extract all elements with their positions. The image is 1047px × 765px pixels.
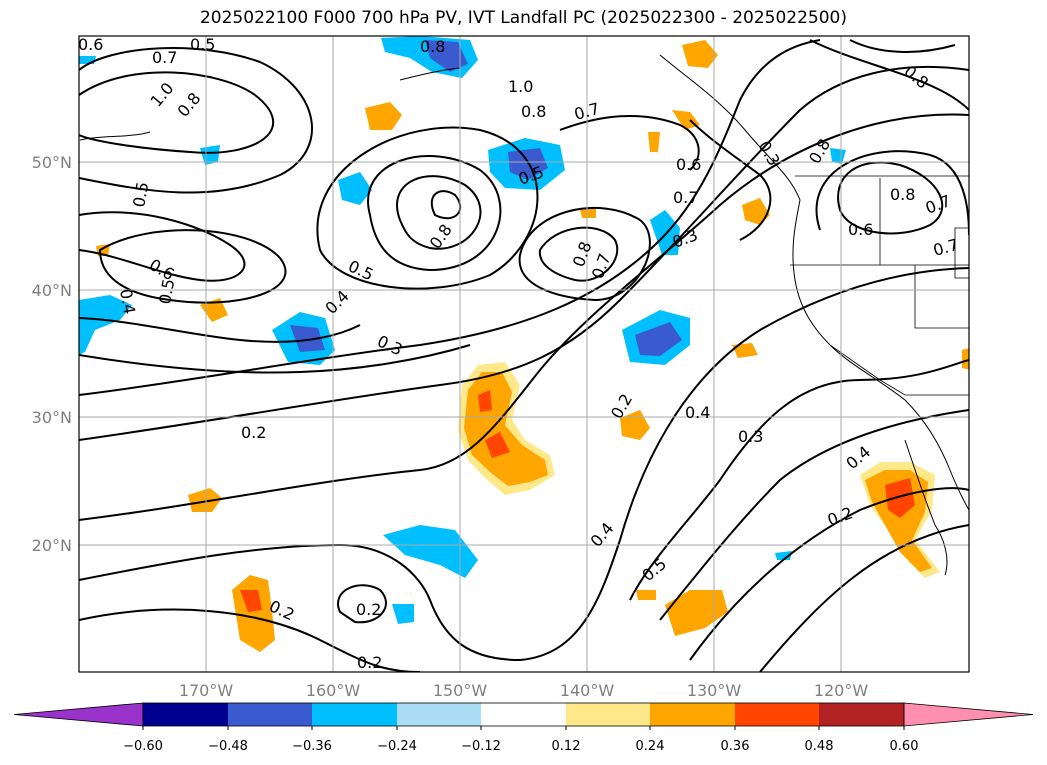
- colorbar-segment: [735, 703, 819, 726]
- lon-label-150w: 150°W: [433, 681, 488, 700]
- colorbar-tick-label: −0.12: [461, 739, 501, 754]
- lon-label-160w: 160°W: [306, 681, 361, 700]
- contour-label: 0.6: [676, 155, 701, 174]
- colorbar-tick-label: −0.36: [292, 739, 332, 754]
- contour-label: 0.5: [129, 180, 152, 208]
- contour-label: 0.2: [357, 653, 382, 672]
- longitude-labels: 170°W 160°W 150°W 140°W 130°W 120°W: [179, 681, 869, 700]
- colorbar-tick-label: −0.24: [377, 739, 417, 754]
- lon-label-120w: 120°W: [814, 681, 869, 700]
- contour-label: 0.6: [848, 220, 873, 239]
- map-panel: 0.6 0.5 0.7 0.8 1.0 0.8 0.8 1.0 0.8 0.7 …: [32, 35, 970, 700]
- lon-label-140w: 140°W: [560, 681, 615, 700]
- lon-label-130w: 130°W: [687, 681, 742, 700]
- colorbar-segment: [228, 703, 312, 726]
- coastline: [79, 54, 969, 576]
- colorbar-segment: [397, 703, 481, 726]
- pv-contours: [79, 39, 969, 672]
- contour-label: 1.0: [508, 77, 533, 96]
- colorbar-tick-label: −0.48: [208, 739, 248, 754]
- negative-anomaly-fills: [79, 36, 846, 624]
- contour-label: 0.7: [673, 188, 698, 207]
- lon-label-170w: 170°W: [179, 681, 234, 700]
- colorbar-extend-low: [13, 702, 144, 727]
- colorbar-tick-label: 0.60: [890, 739, 919, 754]
- colorbar-segment: [481, 703, 566, 726]
- lat-label-20n: 20°N: [32, 536, 72, 555]
- colorbar-tick-label: 0.48: [805, 739, 834, 754]
- colorbar-tick-label: 0.24: [636, 739, 665, 754]
- graticule: [79, 36, 969, 672]
- colorbar-tick-label: 0.12: [552, 739, 581, 754]
- contour-label: 0.8: [420, 37, 445, 56]
- lat-label-30n: 30°N: [32, 408, 72, 427]
- contour-label: 0.6: [78, 35, 103, 54]
- colorbar-ticks: −0.60 −0.48 −0.36 −0.24 −0.12 0.12 0.24 …: [123, 739, 918, 754]
- colorbar-tick-label: −0.60: [123, 739, 163, 754]
- contour-label: 0.8: [890, 185, 915, 204]
- colorbar-segment: [566, 703, 650, 726]
- colorbar-segments: [13, 702, 1034, 730]
- contour-label: 0.4: [116, 287, 139, 315]
- positive-anomaly-fills: [96, 40, 969, 652]
- latitude-labels: 50°N 40°N 30°N 20°N: [32, 153, 72, 555]
- political-borders: [790, 175, 969, 396]
- colorbar-segment: [143, 703, 228, 726]
- colorbar-outline: [142, 702, 905, 727]
- contour-label: 0.3: [738, 427, 763, 446]
- lat-label-50n: 50°N: [32, 153, 72, 172]
- colorbar-tick-label: 0.36: [721, 739, 750, 754]
- colorbar-segment: [312, 703, 397, 726]
- colorbar-segment: [650, 703, 735, 726]
- contour-label: 0.7: [152, 48, 177, 67]
- contour-label: 0.2: [241, 423, 266, 442]
- colorbar-extend-high: [903, 702, 1034, 727]
- contour-label: 0.2: [356, 600, 381, 619]
- contour-label: 0.8: [521, 102, 546, 121]
- lat-label-40n: 40°N: [32, 281, 72, 300]
- colorbar-segment: [819, 703, 904, 726]
- map-title: 2025022100 F000 700 hPa PV, IVT Landfall…: [199, 8, 847, 28]
- contour-label: 0.5: [155, 277, 178, 305]
- contour-label: 0.4: [685, 403, 710, 422]
- contour-label: 0.5: [190, 35, 215, 54]
- map-frame: [78, 35, 970, 673]
